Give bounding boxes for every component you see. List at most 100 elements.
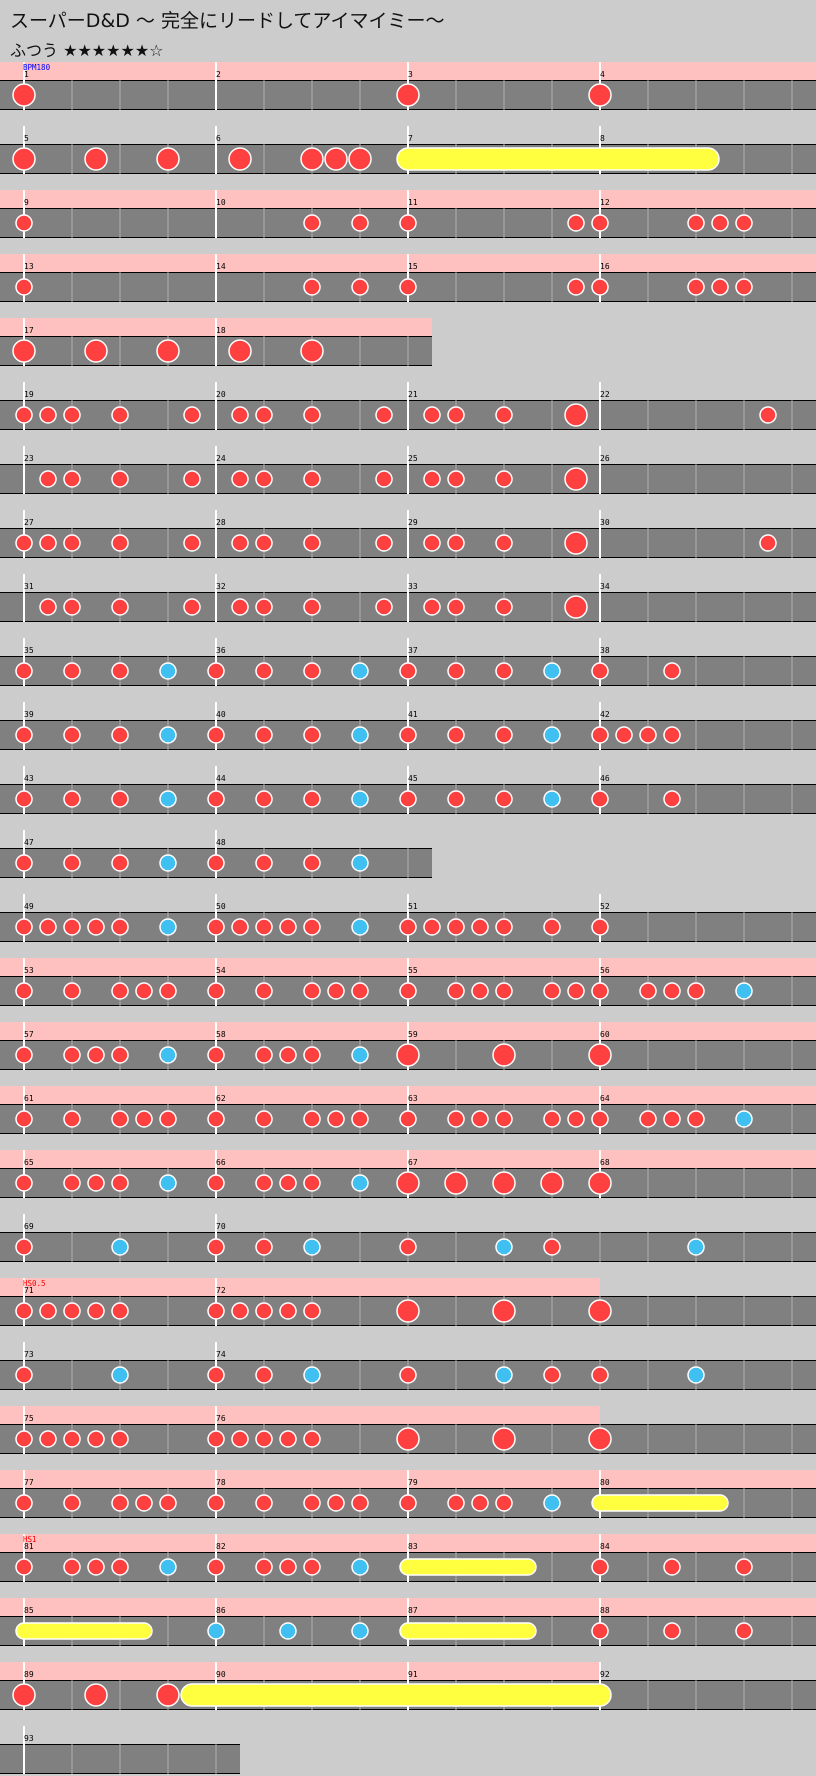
don-note (735, 1558, 753, 1576)
measure-number: 39 (24, 710, 34, 719)
measure-number: 63 (408, 1094, 418, 1103)
don-note (255, 1366, 273, 1384)
measure-number: 89 (24, 1670, 34, 1679)
don-note (303, 982, 321, 1000)
don-note (111, 534, 129, 552)
don-note (303, 1430, 321, 1448)
don-note (183, 406, 201, 424)
don-note (63, 406, 81, 424)
don-note (471, 1110, 489, 1128)
don-note (663, 662, 681, 680)
don-note (303, 1558, 321, 1576)
don-note (12, 83, 36, 107)
don-note (255, 406, 273, 424)
don-note (12, 1683, 36, 1707)
don-note (399, 918, 417, 936)
don-note (15, 1494, 33, 1512)
don-note (591, 918, 609, 936)
don-note (183, 534, 201, 552)
don-note (735, 1622, 753, 1640)
don-note (303, 406, 321, 424)
don-note (255, 1110, 273, 1128)
measure-number: 66 (216, 1158, 226, 1167)
don-note (663, 726, 681, 744)
measure-number: 45 (408, 774, 418, 783)
don-note (399, 1494, 417, 1512)
don-note (399, 662, 417, 680)
don-note (396, 1299, 420, 1323)
measure-number: 21 (408, 390, 418, 399)
don-note (63, 598, 81, 616)
don-note (495, 918, 513, 936)
measure-number: 2 (216, 70, 221, 79)
don-note (255, 790, 273, 808)
don-note (84, 339, 108, 363)
don-note (567, 214, 585, 232)
measure-number: 17 (24, 326, 34, 335)
don-note (396, 83, 420, 107)
measure-number: 23 (24, 454, 34, 463)
don-note (663, 982, 681, 1000)
don-note (87, 1174, 105, 1192)
don-note (228, 339, 252, 363)
ka-note (495, 1238, 513, 1256)
don-note (207, 1302, 225, 1320)
measure-number: 27 (24, 518, 34, 527)
don-note (543, 1366, 561, 1384)
don-note (279, 1174, 297, 1192)
difficulty: ふつう ★★★★★★☆ (10, 37, 164, 61)
don-note (87, 1302, 105, 1320)
measure-number: 60 (600, 1030, 610, 1039)
don-note (255, 1174, 273, 1192)
measure-number: 77 (24, 1478, 34, 1487)
don-note (207, 1366, 225, 1384)
don-note (663, 790, 681, 808)
measure-number: 32 (216, 582, 226, 591)
don-note (564, 531, 588, 555)
measure-number: 51 (408, 902, 418, 911)
don-note (159, 1494, 177, 1512)
don-note (255, 918, 273, 936)
don-note (111, 790, 129, 808)
measure-number: 12 (600, 198, 610, 207)
don-note (63, 1430, 81, 1448)
don-note (492, 1427, 516, 1451)
don-note (495, 790, 513, 808)
don-note (15, 1110, 33, 1128)
measure-number: 80 (600, 1478, 610, 1487)
measure-number: 56 (600, 966, 610, 975)
don-note (615, 726, 633, 744)
don-note (303, 1302, 321, 1320)
don-note (303, 790, 321, 808)
don-note (540, 1171, 564, 1195)
don-note (303, 918, 321, 936)
don-note (15, 278, 33, 296)
don-note (639, 1110, 657, 1128)
don-note (63, 1174, 81, 1192)
don-note (351, 1110, 369, 1128)
don-note (423, 534, 441, 552)
don-note (12, 147, 36, 171)
don-note (663, 1558, 681, 1576)
don-note (111, 470, 129, 488)
don-note (303, 1046, 321, 1064)
don-note (399, 214, 417, 232)
don-note (15, 662, 33, 680)
don-note (423, 406, 441, 424)
don-note (39, 598, 57, 616)
don-note (135, 1110, 153, 1128)
don-note (111, 662, 129, 680)
measure-number: 1 (24, 70, 29, 79)
don-note (399, 790, 417, 808)
ka-note (543, 662, 561, 680)
don-note (375, 470, 393, 488)
don-note (15, 726, 33, 744)
don-note (564, 595, 588, 619)
measure-number: 91 (408, 1670, 418, 1679)
don-note (303, 534, 321, 552)
don-note (495, 1110, 513, 1128)
don-note (15, 1238, 33, 1256)
don-note (591, 1558, 609, 1576)
don-note (15, 1366, 33, 1384)
don-note (444, 1171, 468, 1195)
